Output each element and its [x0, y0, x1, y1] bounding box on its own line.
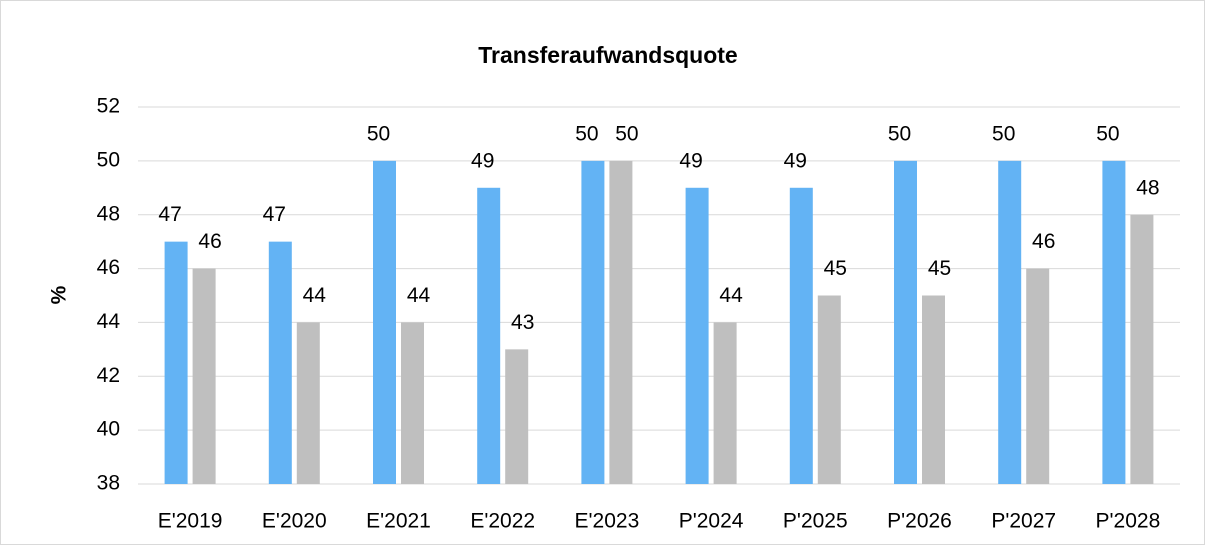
x-tick-label: P'2027	[991, 510, 1056, 533]
bar	[192, 268, 216, 484]
data-label: 49	[784, 149, 807, 172]
y-tick-label: 38	[97, 472, 120, 495]
x-tick-label: E'2023	[575, 510, 640, 533]
bar	[922, 295, 945, 484]
x-tick-label: E'2019	[158, 510, 223, 533]
chart-title: Transferaufwandsquote	[478, 42, 737, 68]
y-tick-label: 40	[97, 418, 120, 441]
x-tick-label: P'2025	[783, 510, 848, 533]
bar	[401, 322, 424, 484]
x-tick-label: E'2022	[470, 510, 535, 533]
data-label: 44	[303, 284, 327, 307]
data-label: 44	[719, 284, 743, 307]
bar	[296, 322, 320, 484]
data-label: 50	[367, 122, 390, 145]
bar	[477, 187, 501, 485]
bar	[685, 187, 709, 485]
data-label: 50	[888, 122, 911, 145]
bar	[894, 160, 917, 484]
data-label: 49	[471, 149, 494, 172]
y-tick-label: 50	[97, 148, 120, 171]
data-label: 47	[158, 203, 181, 226]
data-label: 43	[511, 311, 534, 334]
bar	[164, 241, 188, 484]
data-label: 45	[928, 257, 951, 280]
data-label: 46	[1032, 230, 1055, 253]
bar	[1026, 268, 1050, 484]
bar	[817, 295, 841, 484]
bar	[609, 160, 633, 484]
data-label: 45	[824, 257, 847, 280]
bar	[1102, 160, 1126, 484]
x-tick-label: P'2026	[887, 510, 952, 533]
y-tick-label: 42	[97, 364, 120, 387]
y-tick-label: 46	[97, 256, 120, 279]
bar	[581, 160, 605, 484]
data-label: 50	[575, 122, 598, 145]
bar	[713, 322, 737, 484]
data-label: 50	[1096, 122, 1119, 145]
bar	[505, 349, 529, 484]
bar	[1130, 214, 1154, 484]
y-axis-label: %	[48, 285, 71, 304]
y-tick-label: 48	[97, 202, 120, 225]
x-tick-label: P'2024	[679, 510, 744, 533]
bar	[373, 160, 396, 484]
x-tick-label: E'2021	[366, 510, 431, 533]
bar	[268, 241, 292, 484]
bar	[998, 160, 1022, 484]
data-label: 47	[263, 203, 286, 226]
data-label: 50	[615, 122, 638, 145]
data-label: 49	[679, 149, 702, 172]
data-label: 44	[407, 284, 431, 307]
x-tick-label: P'2028	[1096, 510, 1161, 533]
x-tick-label: E'2020	[262, 510, 327, 533]
bar	[789, 187, 813, 485]
y-tick-label: 52	[97, 95, 120, 118]
data-label: 50	[992, 122, 1015, 145]
y-tick-label: 44	[97, 310, 121, 333]
data-label: 48	[1136, 176, 1159, 199]
data-label: 46	[198, 230, 221, 253]
